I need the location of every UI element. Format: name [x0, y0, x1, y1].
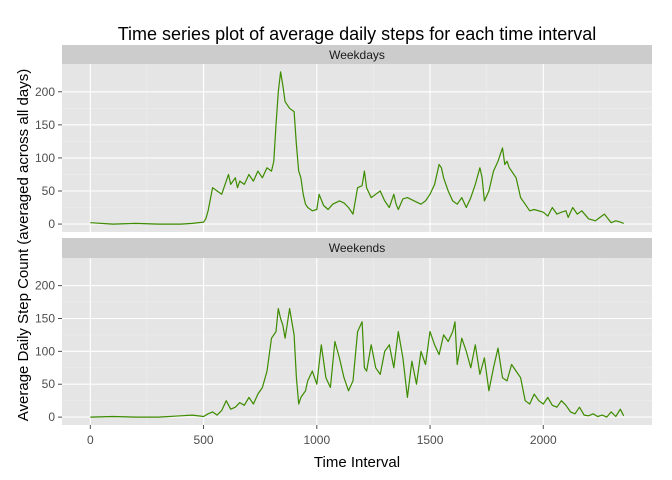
x-tick-label: 1500	[417, 433, 444, 447]
y-tick-label-weekdays: 0	[48, 217, 55, 231]
chart-title: Time series plot of average daily steps …	[118, 24, 597, 44]
x-tick-label: 2000	[530, 433, 557, 447]
series-line-weekdays	[90, 71, 624, 225]
x-axis: 0 500 1000 1500 2000	[87, 425, 557, 447]
x-axis-title: Time Interval	[314, 454, 400, 471]
y-tick-label-weekends: 200	[35, 279, 55, 293]
y-axis-weekends: 0 50 100 150 200	[35, 279, 62, 424]
grid-weekdays	[62, 64, 652, 232]
y-tick-label-weekends: 150	[35, 311, 55, 325]
strip-label-weekends: Weekends	[329, 241, 385, 255]
y-tick-label-weekdays: 50	[42, 184, 56, 198]
panel-weekends: Weekends 0 50 100 150 200	[35, 238, 652, 425]
y-tick-label-weekends: 50	[42, 377, 56, 391]
y-tick-label-weekends: 100	[35, 344, 55, 358]
strip-label-weekdays: Weekdays	[329, 48, 385, 62]
strip-weekends	[62, 238, 652, 258]
panel-weekdays: Weekdays 0 50 100 150 200	[35, 45, 652, 232]
y-tick-label-weekdays: 150	[35, 118, 55, 132]
y-tick-label-weekdays: 200	[35, 85, 55, 99]
plot-area-weekdays	[62, 64, 652, 232]
x-tick-label: 0	[87, 433, 94, 447]
y-tick-label-weekdays: 100	[35, 151, 55, 165]
y-tick-label-weekends: 0	[48, 410, 55, 424]
y-axis-weekdays: 0 50 100 150 200	[35, 85, 62, 231]
series-line-weekends	[90, 308, 625, 418]
strip-weekdays	[62, 45, 652, 64]
y-axis-title: Average Daily Step Count (averaged acros…	[15, 69, 32, 421]
x-tick-label: 500	[194, 433, 214, 447]
x-tick-label: 1000	[303, 433, 330, 447]
